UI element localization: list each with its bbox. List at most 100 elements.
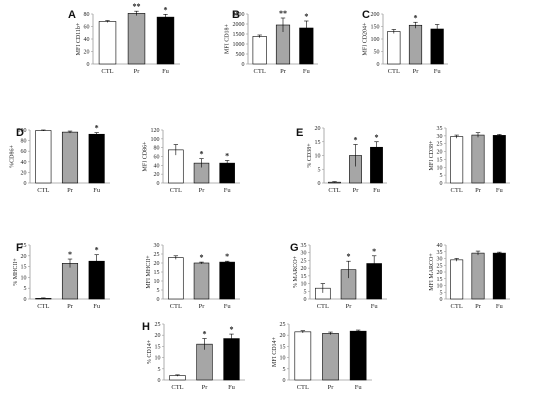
x-tick-label: Fu xyxy=(496,303,504,310)
y-tick-label: 15 xyxy=(437,277,443,283)
y-axis-label: MFI CD14+ xyxy=(272,336,278,367)
y-tick-label: 40 xyxy=(21,160,27,166)
chart-f1: F 0 5 10 15 20 25 % MHCII+ CTL * Pr * Fu xyxy=(13,242,110,310)
significance-marker: * xyxy=(164,5,168,14)
x-tick-label: Fu xyxy=(373,187,381,194)
y-tick-label: 100 xyxy=(371,37,380,43)
y-tick-label: 15 xyxy=(155,344,161,350)
bar-fu xyxy=(219,162,235,184)
y-tick-label: 0 xyxy=(304,297,307,303)
x-tick-label: CTL xyxy=(297,384,309,391)
y-tick-label: 40 xyxy=(154,163,160,169)
significance-marker: ** xyxy=(133,2,141,11)
x-tick-label: Pr xyxy=(413,68,420,75)
x-tick-label: CTL xyxy=(37,187,49,194)
panel-letter: D xyxy=(16,127,24,139)
bar-ctl xyxy=(387,31,401,65)
significance-marker: * xyxy=(95,124,99,133)
significance-marker: ** xyxy=(279,9,287,18)
bar-fu xyxy=(156,16,175,65)
x-tick-label: CTL xyxy=(317,303,329,310)
y-tick-label: 80 xyxy=(21,139,27,145)
y-tick-label: 25 xyxy=(437,142,443,148)
y-tick-label: 25 xyxy=(155,322,161,328)
y-tick-label: 25 xyxy=(437,263,443,269)
y-tick-label: 20 xyxy=(280,333,286,339)
x-tick-label: CTL xyxy=(170,187,182,194)
x-tick-label: CTL xyxy=(170,303,182,310)
x-tick-label: CTL xyxy=(451,303,463,310)
significance-marker: * xyxy=(200,150,204,159)
y-tick-label: 5 xyxy=(157,288,160,294)
y-tick-label: 2500 xyxy=(233,12,245,18)
y-tick-label: 20 xyxy=(21,254,27,260)
x-tick-label: Fu xyxy=(93,187,101,194)
significance-marker: * xyxy=(68,250,72,259)
significance-marker: * xyxy=(225,252,229,261)
y-tick-label: 0 xyxy=(24,297,27,303)
y-tick-label: 25 xyxy=(280,322,286,328)
x-tick-label: Pr xyxy=(199,187,206,194)
bar-ctl xyxy=(252,36,267,65)
x-tick-label: Pr xyxy=(199,303,206,310)
x-tick-label: Fu xyxy=(496,187,504,194)
y-axis-label: %CD86+ xyxy=(10,145,16,168)
x-tick-label: Pr xyxy=(134,68,141,75)
y-tick-label: 25 xyxy=(21,243,27,249)
panel-letter: A xyxy=(68,9,76,21)
y-tick-label: 30 xyxy=(301,251,307,257)
y-tick-label: 15 xyxy=(301,274,307,280)
y-tick-label: 5 xyxy=(283,367,286,373)
y-tick-label: 30 xyxy=(154,243,160,249)
y-tick-label: 0 xyxy=(157,181,160,187)
y-tick-label: 0 xyxy=(157,297,160,303)
y-tick-label: 1500 xyxy=(233,32,245,38)
x-tick-label: Fu xyxy=(434,68,442,75)
panel-letter: F xyxy=(16,242,23,254)
significance-marker: * xyxy=(304,12,308,21)
y-tick-label: 35 xyxy=(301,243,307,249)
panel-letter: E xyxy=(296,127,303,139)
x-tick-label: Fu xyxy=(228,384,236,391)
x-tick-label: CTL xyxy=(388,68,400,75)
x-tick-label: Pr xyxy=(328,384,335,391)
bar-fu xyxy=(492,135,506,184)
x-tick-label: Pr xyxy=(346,303,353,310)
y-tick-label: 25 xyxy=(301,258,307,264)
x-tick-label: Fu xyxy=(355,384,363,391)
y-tick-label: 2000 xyxy=(233,22,245,28)
y-tick-label: 20 xyxy=(437,270,443,276)
x-tick-label: Pr xyxy=(67,303,74,310)
significance-marker: * xyxy=(414,13,418,22)
y-tick-label: 0 xyxy=(24,181,27,187)
y-tick-label: 0 xyxy=(440,297,443,303)
y-axis-label: % CD14+ xyxy=(147,339,153,364)
y-tick-label: 20 xyxy=(315,126,321,132)
x-tick-label: Fu xyxy=(303,68,311,75)
y-tick-label: 0 xyxy=(318,181,321,187)
significance-marker: * xyxy=(95,246,99,255)
significance-marker: * xyxy=(347,252,351,261)
bar-ctl xyxy=(168,257,184,300)
y-tick-label: 200 xyxy=(371,12,380,18)
panel-letter: B xyxy=(232,9,240,21)
x-tick-label: Pr xyxy=(353,187,360,194)
y-tick-label: 15 xyxy=(280,344,286,350)
y-tick-label: 5 xyxy=(440,173,443,179)
y-tick-label: 1000 xyxy=(233,42,245,48)
bar-ctl xyxy=(98,21,117,65)
y-tick-label: 40 xyxy=(84,37,90,43)
bar-fu xyxy=(219,261,235,300)
bar-pr xyxy=(471,252,485,300)
y-axis-label: MFI CD204+ xyxy=(363,22,369,56)
bar-pr xyxy=(193,262,210,300)
bar-fu xyxy=(223,338,240,381)
y-tick-label: 5 xyxy=(318,167,321,173)
x-tick-label: Pr xyxy=(67,187,74,194)
y-tick-label: 5 xyxy=(24,286,27,292)
y-tick-label: 500 xyxy=(236,52,245,58)
y-tick-label: 10 xyxy=(280,356,286,362)
